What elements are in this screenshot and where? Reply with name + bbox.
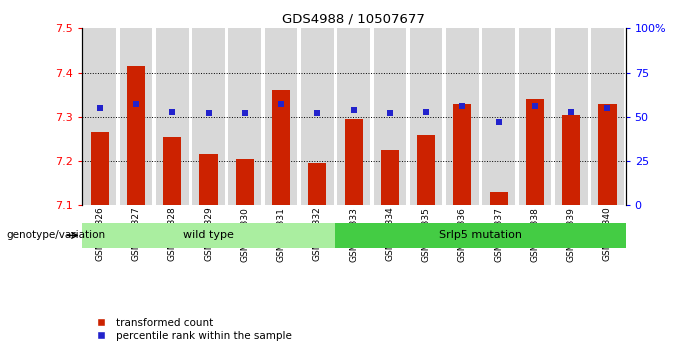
Bar <box>308 163 326 205</box>
Point <box>275 102 286 107</box>
Bar <box>192 28 225 205</box>
Point <box>493 119 504 125</box>
Bar <box>272 90 290 205</box>
Point <box>530 103 541 109</box>
Point <box>131 102 141 107</box>
Bar <box>454 103 471 205</box>
Title: GDS4988 / 10507677: GDS4988 / 10507677 <box>282 13 425 26</box>
Point <box>384 110 395 116</box>
Text: wild type: wild type <box>183 230 234 240</box>
Bar <box>482 28 515 205</box>
Point <box>239 110 250 116</box>
Point <box>566 109 577 114</box>
Bar <box>490 192 508 205</box>
Bar <box>335 223 626 248</box>
Bar <box>82 223 335 248</box>
Point <box>167 109 177 114</box>
Bar <box>301 28 334 205</box>
Bar <box>373 28 406 205</box>
Text: Srlp5 mutation: Srlp5 mutation <box>439 230 522 240</box>
Bar <box>598 103 617 205</box>
Bar <box>265 28 297 205</box>
Legend: transformed count, percentile rank within the sample: transformed count, percentile rank withi… <box>87 314 296 345</box>
Bar <box>127 66 145 205</box>
Bar <box>555 28 588 205</box>
Bar <box>199 154 218 205</box>
Bar <box>156 28 188 205</box>
Point <box>95 105 105 111</box>
Bar <box>84 28 116 205</box>
Bar <box>345 119 362 205</box>
Bar <box>120 28 152 205</box>
Bar <box>236 159 254 205</box>
Bar <box>163 137 182 205</box>
Bar <box>337 28 370 205</box>
Text: genotype/variation: genotype/variation <box>7 230 106 240</box>
Bar <box>446 28 479 205</box>
Bar <box>519 28 551 205</box>
Point <box>602 105 613 111</box>
Bar <box>562 115 580 205</box>
Bar <box>417 135 435 205</box>
Bar <box>228 28 261 205</box>
Point <box>457 103 468 109</box>
Bar <box>381 150 399 205</box>
Bar <box>410 28 443 205</box>
Bar <box>90 132 109 205</box>
Point <box>203 110 214 116</box>
Point <box>421 109 432 114</box>
Bar <box>591 28 624 205</box>
Point <box>312 110 323 116</box>
Point <box>348 107 359 113</box>
Bar <box>526 99 544 205</box>
